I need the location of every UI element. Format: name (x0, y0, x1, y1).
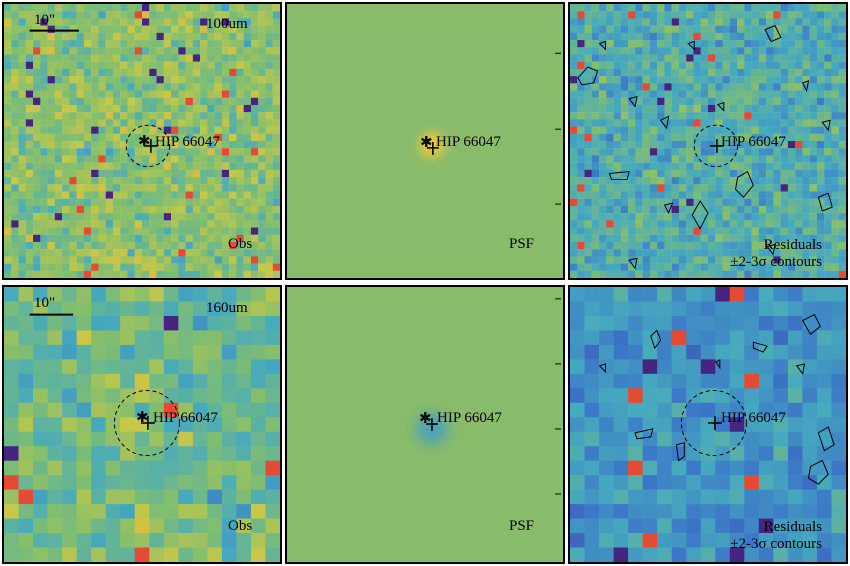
crosshair-marker (708, 416, 722, 430)
panel-obs-160um: 10" 160um ✱ HIP 66047 Obs (2, 285, 282, 564)
scale-label: 10" (34, 12, 56, 28)
crosshair-marker (426, 141, 439, 155)
residuals-label: Residuals (763, 237, 822, 253)
contours-label: ±2-3σ contours (730, 536, 822, 552)
star-marker-icon: ✱ (136, 410, 149, 426)
psf-160um-image (287, 287, 563, 562)
residuals-label: Residuals (763, 519, 822, 535)
psf-100um-image (287, 4, 563, 278)
band-label: 160um (206, 300, 248, 316)
contours-label: ±2-3σ contours (730, 254, 822, 270)
crosshair-marker (141, 416, 155, 430)
psf-160um-overlay (425, 298, 562, 495)
panel-obs-100um: 10" 100um ✱ HIP 66047 Obs (2, 2, 282, 280)
source-label: HIP 66047 (436, 134, 501, 150)
aperture-circle (693, 124, 739, 168)
aperture-circle (680, 390, 747, 457)
obs-100um-overlay (29, 29, 171, 168)
crosshair-marker (425, 418, 438, 431)
aperture-circle (113, 390, 180, 457)
panel-psf-100um: ✱ HIP 66047 PSF (285, 2, 565, 280)
obs-160um-image (4, 287, 280, 562)
source-label: HIP 66047 (721, 134, 786, 150)
band-label: 100um (206, 16, 248, 32)
residual-160um-overlay (598, 313, 835, 485)
residual-100um-image (570, 4, 846, 278)
source-label: HIP 66047 (153, 410, 218, 426)
psf-label: PSF (509, 236, 535, 252)
star-marker-icon: ✱ (419, 411, 432, 427)
scale-label: 10" (34, 295, 56, 311)
residual-100um-overlay (577, 25, 833, 270)
contours (598, 313, 835, 485)
psf-100um-overlay (426, 52, 562, 205)
star-marker-icon: ✱ (138, 134, 151, 150)
obs-160um-overlay (29, 313, 180, 457)
obs-label: Obs (228, 518, 253, 534)
obs-100um-image (4, 4, 280, 278)
crosshair-marker (143, 139, 158, 153)
obs-label: Obs (228, 236, 253, 252)
source-label: HIP 66047 (721, 410, 786, 426)
residuals-caption: Residuals ±2-3σ contours (730, 519, 822, 553)
panel-residual-160um: HIP 66047 Residuals ±2-3σ contours (568, 285, 848, 564)
residuals-caption: Residuals ±2-3σ contours (730, 237, 822, 271)
crosshair-marker (709, 139, 724, 153)
panel-psf-160um: ✱ HIP 66047 PSF (285, 285, 565, 564)
source-label: HIP 66047 (155, 134, 220, 150)
contours (577, 25, 833, 270)
aperture-circle (125, 124, 171, 168)
panel-residual-100um: HIP 66047 Residuals ±2-3σ contours (568, 2, 848, 280)
psf-label: PSF (509, 518, 535, 534)
star-marker-icon: ✱ (420, 135, 433, 151)
source-label: HIP 66047 (437, 410, 502, 426)
residual-160um-image (570, 287, 846, 562)
